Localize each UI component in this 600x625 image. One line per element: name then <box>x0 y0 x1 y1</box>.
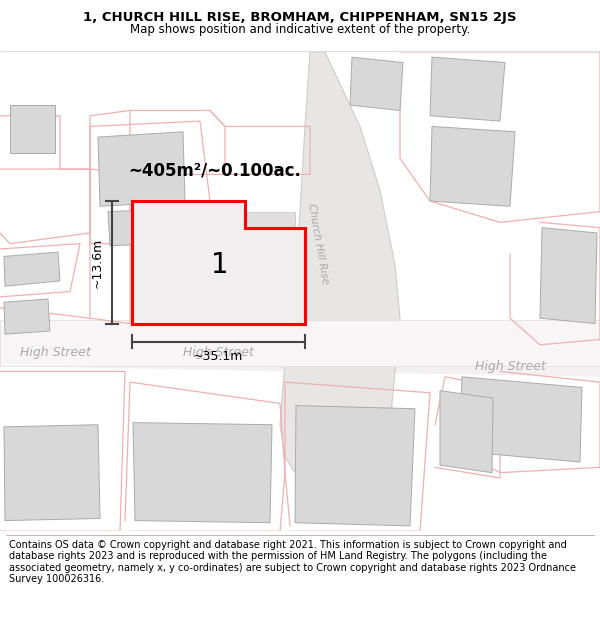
Polygon shape <box>295 406 415 526</box>
Polygon shape <box>440 391 493 472</box>
Polygon shape <box>280 52 400 478</box>
Text: High Street: High Street <box>20 346 91 359</box>
Polygon shape <box>0 321 600 377</box>
Polygon shape <box>132 201 305 324</box>
Polygon shape <box>430 126 515 206</box>
Polygon shape <box>108 209 160 246</box>
Polygon shape <box>430 58 505 121</box>
Polygon shape <box>133 422 272 522</box>
Text: High Street: High Street <box>475 359 545 372</box>
Polygon shape <box>460 377 582 462</box>
Polygon shape <box>350 58 403 111</box>
Text: High Street: High Street <box>182 346 253 359</box>
Polygon shape <box>4 299 50 334</box>
Text: Map shows position and indicative extent of the property.: Map shows position and indicative extent… <box>130 23 470 36</box>
Polygon shape <box>540 228 597 324</box>
Polygon shape <box>145 212 295 313</box>
Text: ~35.1m: ~35.1m <box>193 350 243 363</box>
Text: ~405m²/~0.100ac.: ~405m²/~0.100ac. <box>128 162 301 180</box>
Polygon shape <box>0 321 600 366</box>
Polygon shape <box>4 252 60 286</box>
Text: Church Hill Rise: Church Hill Rise <box>306 202 330 285</box>
Text: ~13.6m: ~13.6m <box>91 238 104 288</box>
Text: Contains OS data © Crown copyright and database right 2021. This information is : Contains OS data © Crown copyright and d… <box>9 539 576 584</box>
Polygon shape <box>4 425 100 521</box>
Polygon shape <box>10 105 55 153</box>
Text: 1, CHURCH HILL RISE, BROMHAM, CHIPPENHAM, SN15 2JS: 1, CHURCH HILL RISE, BROMHAM, CHIPPENHAM… <box>83 11 517 24</box>
Polygon shape <box>98 132 185 206</box>
Text: 1: 1 <box>211 251 229 279</box>
